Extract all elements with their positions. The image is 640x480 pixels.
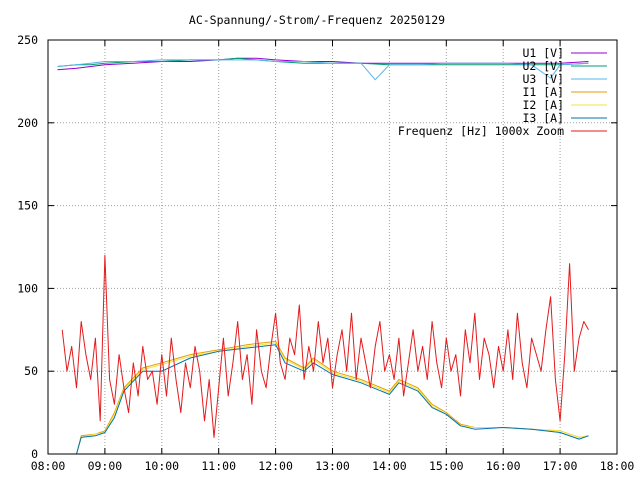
y-tick-label: 250 xyxy=(17,33,38,47)
chart-title: AC-Spannung/-Strom/-Frequenz 20250129 xyxy=(189,13,445,27)
x-tick-label: 12:00 xyxy=(258,459,293,473)
series-line-i2-a xyxy=(76,342,589,455)
y-tick-label: 200 xyxy=(17,116,38,130)
x-tick-label: 11:00 xyxy=(201,459,236,473)
x-tick-label: 15:00 xyxy=(429,459,464,473)
x-tick-label: 16:00 xyxy=(486,459,521,473)
legend: U1 [V]U2 [V]U3 [V]I1 [A]I2 [A]I3 [A]Freq… xyxy=(398,46,607,138)
legend-label: U3 [V] xyxy=(522,72,564,86)
legend-label: I1 [A] xyxy=(522,85,564,99)
x-tick-label: 13:00 xyxy=(315,459,350,473)
series-line-u2-v xyxy=(57,57,589,67)
y-axis: 0 50 100 150 200 250 xyxy=(17,33,617,461)
x-tick-label: 09:00 xyxy=(88,459,123,473)
legend-label: Frequenz [Hz] 1000x Zoom xyxy=(398,124,564,138)
y-tick-label: 150 xyxy=(17,199,38,213)
series-layer xyxy=(57,57,589,455)
y-tick-label: 100 xyxy=(17,281,38,295)
legend-label: U1 [V] xyxy=(522,46,564,60)
series-line-i3-a xyxy=(76,344,589,455)
legend-label: U2 [V] xyxy=(522,59,564,73)
legend-label: I2 [A] xyxy=(522,98,564,112)
y-tick-label: 50 xyxy=(24,364,38,378)
x-tick-label: 14:00 xyxy=(372,459,407,473)
x-tick-label: 18:00 xyxy=(600,459,635,473)
y-tick-label: 0 xyxy=(31,447,38,461)
grid xyxy=(48,40,617,454)
x-tick-label: 17:00 xyxy=(543,459,578,473)
series-line-u3-v xyxy=(57,59,589,81)
x-tick-label: 10:00 xyxy=(144,459,179,473)
x-tick-label: 08:00 xyxy=(31,459,66,473)
x-axis: 08:00 09:00 10:00 11:00 12:00 13:00 14:00 15:00… xyxy=(31,40,635,473)
legend-label: I3 [A] xyxy=(522,111,564,125)
series-line-frequenz-hz-1000x-zoom xyxy=(61,254,589,438)
